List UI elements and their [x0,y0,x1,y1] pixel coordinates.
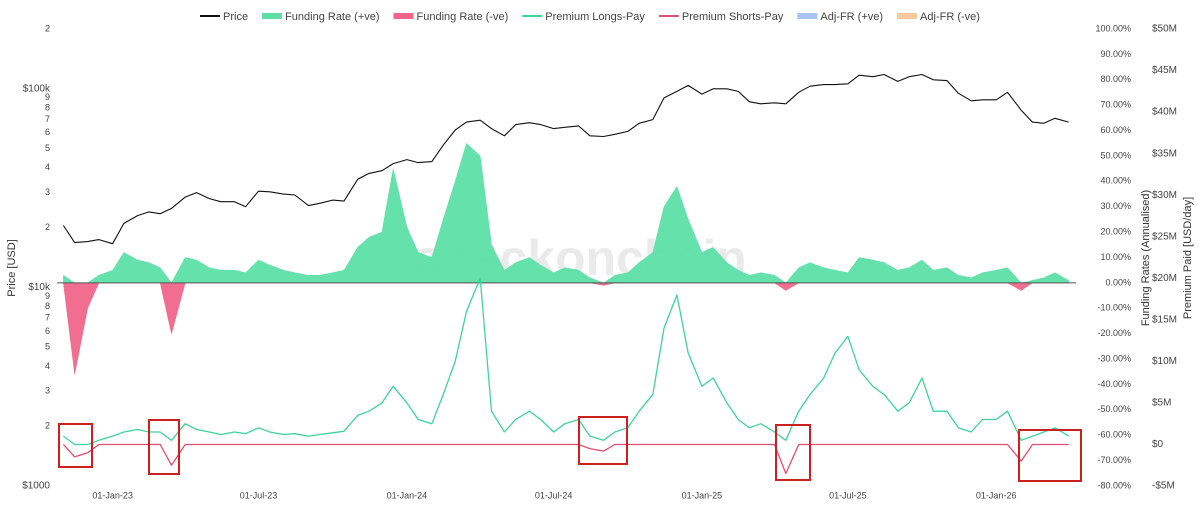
y3-tick-label: $50M [1152,24,1177,35]
y-tick-label: 2 [45,421,50,431]
legend-label: Funding Rate (+ve) [285,11,379,23]
x-tick-label: 01-Jan-25 [682,490,723,500]
highlight-box [58,423,93,468]
highlight-box [775,424,811,481]
plot-area [57,73,1076,475]
legend-label: Funding Rate (-ve) [417,11,509,23]
legend-label: Premium Longs-Pay [545,11,645,23]
y2-tick-label: -40.00% [1097,379,1131,389]
y2-tick-label: 0.00% [1105,277,1131,287]
legend-label: Adj-FR (+ve) [820,11,883,23]
legend-swatch [393,13,414,19]
y-tick-label: 5 [45,342,50,352]
y3-tick-label: $25M [1152,231,1177,242]
x-tick-label: 01-Jan-24 [387,490,428,500]
y2-tick-label: 100.00% [1095,23,1131,33]
y3-tick-label: $5M [1152,398,1171,409]
y2-tick-label: -80.00% [1097,480,1131,490]
y-tick-label: 2 [45,222,50,232]
y-axis-title: Price [USD] [6,239,18,296]
y3-tick-label: $20M [1152,273,1177,284]
y2-tick-label: 80.00% [1100,74,1131,84]
y2-tick-label: 60.00% [1100,125,1131,135]
y3-tick-label: $45M [1152,65,1177,76]
legend-swatch [797,13,818,19]
y-tick-label: 2 [45,23,50,33]
highlight-box [578,416,628,465]
y3-tick-label: $10M [1152,356,1177,367]
y2-tick-label: -50.00% [1097,404,1131,414]
y2-tick-label: -10.00% [1097,303,1131,313]
legend-label: Adj-FR (-ve) [920,11,980,23]
legend-label: Price [223,11,248,23]
y-tick-label: 3 [45,386,50,396]
y3-tick-label: $35M [1152,148,1177,159]
y-tick-label: 6 [45,127,50,137]
series-line [62,443,1069,475]
y-tick-label: 9 [45,291,50,301]
highlight-box [1018,429,1082,482]
y-tick-label: 4 [45,361,50,371]
y2-tick-label: 20.00% [1100,226,1131,236]
series-line [62,73,1069,245]
funding-area [63,142,1069,284]
x-tick-label: 01-Jul-23 [240,490,278,500]
x-tick-label: 01-Jul-24 [535,490,573,500]
y2-tick-label: 50.00% [1100,150,1131,160]
y2-tick-label: -60.00% [1097,430,1131,440]
y2-tick-label: -20.00% [1097,328,1131,338]
y3-tick-label: $30M [1152,190,1177,201]
y-tick-label: 8 [45,102,50,112]
x-tick-label: 01-Jan-23 [92,490,133,500]
y2-tick-label: 30.00% [1100,201,1131,211]
y2-axis-title: Funding Rates (Annualised) [1140,190,1152,326]
legend-swatch [262,13,283,19]
y-tick-label: 7 [45,114,50,124]
y-tick-label: 5 [45,143,50,153]
y3-tick-label: $40M [1152,107,1177,118]
y-tick-label: 6 [45,326,50,336]
highlight-box [148,419,180,475]
x-tick-label: 01-Jan-26 [976,490,1017,500]
y2-tick-label: 40.00% [1100,176,1131,186]
y2-tick-label: 90.00% [1100,49,1131,59]
y3-axis-title: Premium Paid [USD/day] [1182,197,1194,319]
y-tick-label: 8 [45,301,50,311]
y-tick-label: 3 [45,187,50,197]
series-line [63,277,1070,446]
y2-tick-label: 10.00% [1100,252,1131,262]
x-tick-label: 01-Jul-25 [829,490,867,500]
legend-label: Premium Shorts-Pay [682,11,784,23]
y3-tick-label: -$5M [1152,481,1175,492]
y-tick-label: $1000 [22,481,50,492]
y-tick-label: 9 [45,92,50,102]
y-tick-label: 7 [45,313,50,323]
y2-tick-label: 70.00% [1100,100,1131,110]
y-tick-label: $100k [23,83,51,94]
funding-area [63,282,1069,375]
y-tick-label: $10k [28,282,51,293]
legend-swatch [897,13,918,19]
y3-tick-label: $15M [1152,314,1177,325]
y2-tick-label: -30.00% [1097,353,1131,363]
y3-tick-label: $0 [1152,439,1164,450]
y2-tick-label: -70.00% [1097,455,1131,465]
y-tick-label: 4 [45,162,50,172]
highlight-boxes [58,416,1082,482]
